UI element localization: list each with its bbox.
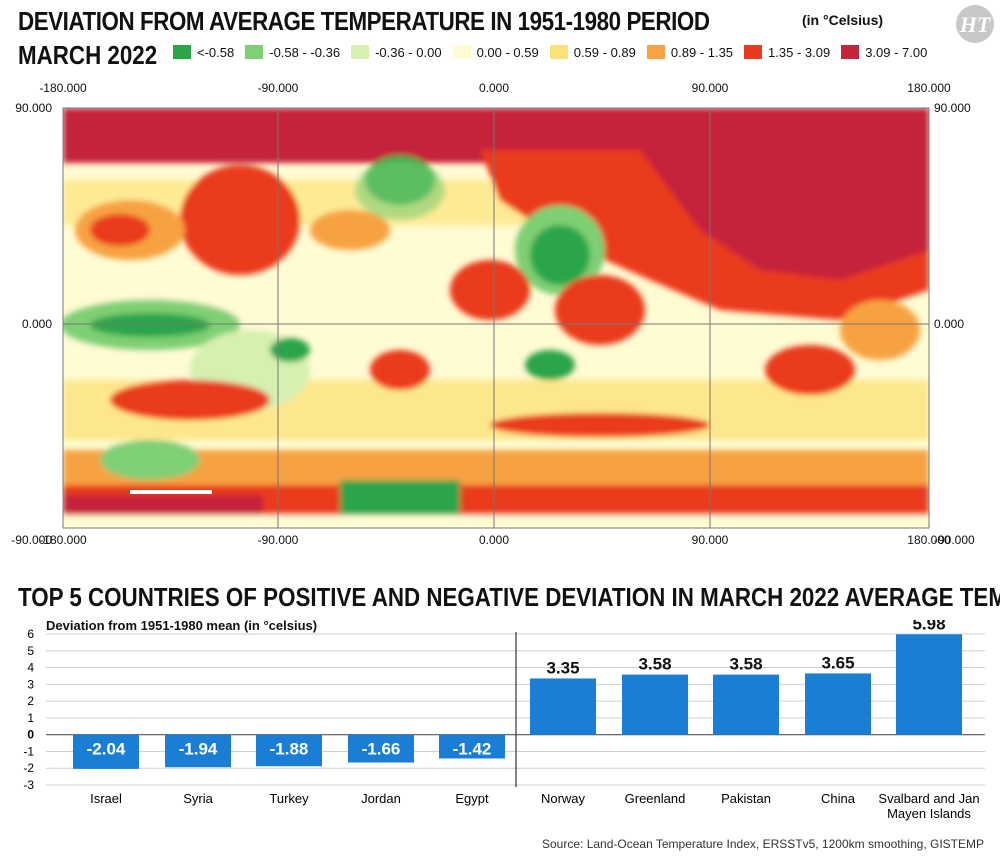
bar	[73, 734, 139, 769]
legend-item: 1.35 - 3.09	[743, 44, 830, 60]
page-title: DEVIATION FROM AVERAGE TEMPERATURE IN 19…	[18, 6, 710, 36]
category-label: Jordan	[361, 791, 401, 806]
legend-label: <-0.58	[197, 44, 235, 60]
legend-label: 1.35 - 3.09	[768, 44, 831, 60]
bar-value-label: 3.58	[638, 655, 671, 674]
page-subtitle: MARCH 2022	[18, 40, 158, 70]
y-tick-label: -1	[23, 744, 34, 758]
category-label: Syria	[183, 791, 213, 806]
y-tick-label: 3	[27, 677, 34, 691]
bar-value-label: 3.58	[729, 655, 762, 674]
bar	[165, 734, 231, 768]
y-tick-label: 2	[27, 694, 34, 708]
map-legend: <-0.58 -0.58 - -0.36 -0.36 - 0.00 0.00 - 0.…	[172, 44, 937, 60]
bar	[439, 734, 505, 759]
category-label: Mayen Islands	[887, 806, 971, 821]
legend-swatch	[645, 44, 666, 60]
bar-chart-ylabel: Deviation from 1951-1980 mean (in °celsi…	[46, 618, 318, 633]
y-tick-label: 5	[27, 644, 34, 658]
lon-tick-bottom: 90.000	[692, 533, 729, 547]
ht-logo-text: HT	[959, 12, 992, 37]
lat-tick-right: 0.000	[934, 317, 964, 331]
lat-tick-left: -90.000	[11, 533, 52, 547]
bar	[530, 678, 596, 735]
bar	[622, 674, 688, 735]
legend-swatch	[840, 44, 861, 60]
category-label: Greenland	[625, 791, 686, 806]
legend-label: -0.58 - -0.36	[269, 44, 341, 60]
category-label: Israel	[90, 791, 122, 806]
lon-tick-bottom: 180.000	[907, 533, 951, 547]
category-label: Norway	[541, 791, 586, 806]
legend-label: 0.59 - 0.89	[573, 44, 636, 60]
legend-label: -0.36 - 0.00	[375, 44, 442, 60]
legend-swatch	[350, 44, 371, 60]
ht-logo: HT	[956, 5, 994, 43]
bar-value-label: 3.65	[821, 653, 854, 672]
bar-value-label: -1.94	[179, 740, 218, 759]
lon-tick-top: 90.000	[692, 81, 729, 95]
bar-value-label: -1.66	[362, 740, 401, 759]
deviation-bar-chart: 6 5 4 3 2 1 0 -1 -2 -3 -2.04 Israel -1.94 Syria -1.88 T…	[23, 620, 985, 821]
bar	[256, 734, 322, 767]
bar-value-label: 3.35	[546, 658, 579, 677]
category-label: Svalbard and Jan	[878, 791, 979, 806]
y-tick-label: -3	[23, 778, 34, 792]
y-tick-label: 4	[27, 661, 34, 675]
map-axis-labels: -180.000-180.000-90.000-90.0000.0000.000…	[11, 81, 975, 547]
lon-tick-top: -180.000	[39, 81, 87, 95]
legend-item: 0.59 - 0.89	[548, 44, 636, 60]
bar-value-label: -1.88	[270, 740, 309, 759]
y-tick-label: 0	[27, 728, 34, 742]
legend-item: -0.58 - -0.36	[244, 44, 340, 60]
legend-swatch	[548, 44, 569, 60]
bar-value-label: -1.42	[453, 740, 492, 759]
legend-item: 3.09 - 7.00	[840, 44, 927, 60]
lon-tick-bottom: -180.000	[39, 533, 87, 547]
legend-label: 0.89 - 1.35	[670, 44, 734, 60]
y-tick-label: -2	[23, 761, 34, 775]
bar	[348, 734, 414, 763]
temperature-anomaly-map: -180.000-180.000-90.000-90.0000.0000.000…	[11, 81, 975, 547]
bar	[713, 674, 779, 735]
legend-label: 3.09 - 7.00	[865, 44, 928, 60]
lon-tick-bottom: 0.000	[479, 533, 509, 547]
lat-tick-right: 90.000	[934, 101, 971, 115]
legend-label: 0.00 - 0.59	[476, 44, 539, 60]
lon-tick-top: 0.000	[479, 81, 509, 95]
bar-chart-title: TOP 5 COUNTRIES OF POSITIVE AND NEGATIVE…	[18, 582, 1000, 612]
bar-value-label: -2.04	[87, 740, 126, 759]
bar	[896, 634, 962, 735]
bar-value-label: 5.98	[912, 620, 945, 633]
lon-tick-bottom: -90.000	[258, 533, 299, 547]
lat-tick-right: -90.000	[934, 533, 975, 547]
lat-tick-left: 0.000	[22, 317, 52, 331]
legend-item: 0.89 - 1.35	[645, 44, 734, 60]
category-label: Egypt	[455, 791, 489, 806]
legend-item: -0.36 - 0.00	[350, 44, 442, 60]
y-tick-label: 1	[27, 711, 34, 725]
category-label: China	[821, 791, 856, 806]
source-note: Source: Land-Ocean Temperature Index, ER…	[542, 837, 984, 851]
lon-tick-top: -90.000	[258, 81, 299, 95]
category-label: Pakistan	[721, 791, 771, 806]
legend-item: 0.00 - 0.59	[451, 44, 539, 60]
lon-tick-top: 180.000	[907, 81, 951, 95]
legend-item: <-0.58	[172, 44, 234, 60]
bar	[805, 673, 871, 735]
category-label: Turkey	[269, 791, 309, 806]
legend-swatch	[244, 44, 265, 60]
legend-swatch	[743, 44, 764, 60]
legend-swatch	[451, 44, 472, 60]
map-gridlines	[62, 107, 930, 529]
y-tick-label: 6	[27, 627, 34, 641]
unit-label: (in °Celsius)	[802, 12, 884, 28]
lat-tick-left: 90.000	[15, 101, 52, 115]
legend-swatch	[172, 44, 192, 60]
